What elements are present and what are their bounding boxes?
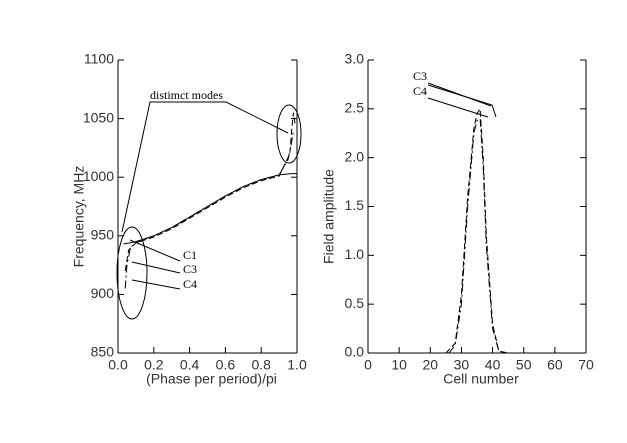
x-tick-label: 40 <box>485 357 501 373</box>
x-tick-label: 50 <box>516 357 532 373</box>
leader-line <box>129 239 181 262</box>
y-tick-label: 1100 <box>84 51 114 67</box>
x-tick-label: 10 <box>391 357 407 373</box>
ellipse-marker <box>116 226 148 320</box>
y-tick-label: 900 <box>91 285 115 301</box>
series-line <box>445 107 509 354</box>
leader-line <box>121 101 289 233</box>
x-tick-label: 1.0 <box>287 357 307 373</box>
annotation: C3 <box>413 69 427 83</box>
y-tick-label: 0.0 <box>345 344 365 360</box>
x-tick-label: 60 <box>547 357 563 373</box>
y-tick-label: 1050 <box>83 109 114 125</box>
annotation: C3 <box>183 262 197 276</box>
annotation: C4 <box>183 277 197 291</box>
y-tick-label: 1.0 <box>345 246 365 262</box>
annotation: C1 <box>183 248 197 262</box>
y-tick-label: 1.5 <box>345 197 365 213</box>
ellipse-marker <box>276 104 302 164</box>
x-tick-label: 0.0 <box>108 357 128 373</box>
x-tick-label: 0.8 <box>251 357 271 373</box>
y-tick-label: 1000 <box>83 168 114 184</box>
annotation: distimct modes <box>150 88 223 102</box>
annotation: C4 <box>413 84 427 98</box>
leader-line <box>131 261 181 274</box>
leader-line <box>131 279 181 290</box>
x-tick-label: 30 <box>454 357 470 373</box>
y-tick-label: 3.0 <box>345 51 365 67</box>
y-tick-label: 850 <box>91 344 115 360</box>
y-tick-label: 950 <box>91 227 115 243</box>
leader-line <box>427 97 489 118</box>
series-line <box>448 117 506 354</box>
y-tick-label: 2.5 <box>345 100 365 116</box>
series-line <box>124 112 296 272</box>
leader-line <box>427 84 497 118</box>
series-line <box>124 130 294 289</box>
x-tick-label: 0.6 <box>216 357 236 373</box>
y-tick-label: 0.5 <box>345 295 365 311</box>
x-tick-label: 20 <box>422 357 438 373</box>
x-tick-label: 0 <box>364 357 372 373</box>
x-tick-label: 0.2 <box>144 357 164 373</box>
y-axis-label: Frequency, MHz <box>71 166 87 268</box>
x-tick-label: 70 <box>578 357 594 373</box>
y-tick-label: 2.0 <box>345 148 365 164</box>
x-axis-label: Cell number <box>443 371 519 387</box>
x-axis-label: (Phase per period)/pi <box>146 371 277 387</box>
x-tick-label: 0.4 <box>180 357 200 373</box>
series-line <box>123 173 297 245</box>
y-axis-label: Field amplitude <box>321 169 337 264</box>
